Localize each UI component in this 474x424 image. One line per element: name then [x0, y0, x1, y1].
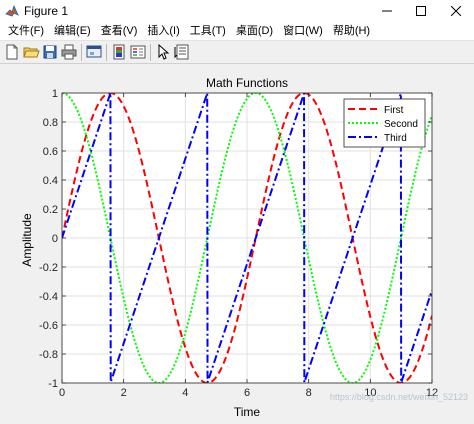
x-tick-label: 10 [364, 387, 376, 399]
minimize-icon [382, 10, 392, 12]
legend-icon [130, 45, 146, 59]
figure-canvas[interactable]: 0 2 4 6 8 10 12 -1 -0.8 -0.6 -0.4 -0.2 0 0.2 0.4 0.6 0.8… [0, 64, 474, 424]
insert-colorbar-button[interactable] [110, 43, 128, 61]
series-third-line[interactable] [62, 93, 432, 383]
y-tick-label: -0.4 [39, 291, 58, 303]
new-figure-button[interactable] [3, 43, 21, 61]
menu-view[interactable]: 查看(V) [100, 25, 138, 37]
y-tick-label: 0.8 [43, 117, 58, 129]
close-button[interactable] [439, 0, 473, 22]
matlab-app-icon [5, 4, 19, 17]
new-figure-icon [6, 44, 18, 60]
menu-tools[interactable]: 工具(T) [189, 25, 226, 37]
link-plot-icon [86, 45, 102, 58]
figure-toolbar [0, 40, 474, 64]
legend-label-third: Third [384, 133, 407, 144]
x-tick-label: 2 [121, 387, 127, 399]
y-tick-label: 1 [52, 88, 58, 100]
print-button[interactable] [60, 43, 78, 61]
menu-edit[interactable]: 编辑(E) [54, 25, 91, 37]
open-file-button[interactable] [22, 43, 40, 61]
legend-label-first: First [384, 105, 404, 116]
menu-insert[interactable]: 插入(I) [147, 25, 180, 37]
save-icon [43, 45, 57, 59]
y-tick-label: -0.6 [39, 320, 58, 332]
y-tick-label: 0.4 [43, 175, 58, 187]
maximize-button[interactable] [404, 0, 438, 22]
y-tick-label: -0.8 [39, 349, 58, 361]
x-tick-label: 8 [306, 387, 312, 399]
close-icon [451, 6, 461, 16]
minimize-button[interactable] [370, 0, 404, 22]
open-file-icon [23, 47, 40, 58]
window-title: Figure 1 [24, 4, 69, 18]
insert-legend-button[interactable] [129, 43, 147, 61]
y-tick-label: 0 [52, 233, 58, 245]
watermark: https://blog.csdn.net/weixin_52123 [330, 392, 468, 402]
maximize-icon [416, 6, 426, 16]
series-second-line[interactable] [62, 93, 432, 383]
menu-desktop[interactable]: 桌面(D) [235, 25, 274, 37]
menu-help[interactable]: 帮助(H) [332, 25, 371, 37]
menu-window[interactable]: 窗口(W) [283, 25, 323, 37]
save-button[interactable] [41, 43, 59, 61]
y-tick-label: 0.6 [43, 146, 58, 158]
menu-bar: 文件(F) 编辑(E) 查看(V) 插入(I) 工具(T) 桌面(D) 窗口(W… [0, 22, 474, 40]
toolbar-separator [150, 44, 151, 61]
legend-label-second: Second [384, 119, 418, 130]
x-tick-label: 12 [426, 387, 438, 399]
edit-plot-arrow-icon [158, 43, 170, 60]
y-axis-label: Amplitude [20, 213, 34, 267]
colorbar-icon [113, 44, 125, 60]
x-tick-label: 6 [244, 387, 250, 399]
series-first-line[interactable] [62, 93, 432, 383]
link-plot-button[interactable] [85, 43, 103, 61]
toolbar-separator [106, 44, 107, 61]
menu-file[interactable]: 文件(F) [8, 25, 45, 37]
title-bar: Figure 1 [0, 0, 474, 22]
print-icon [61, 44, 77, 60]
y-tick-label: 0.2 [43, 204, 58, 216]
chart-title: Math Functions [206, 76, 288, 90]
y-tick-label: -1 [48, 378, 58, 390]
property-inspector-button[interactable] [173, 43, 191, 61]
property-inspector-icon [174, 44, 189, 60]
math-functions-chart[interactable]: 0 2 4 6 8 10 12 -1 -0.8 -0.6 -0.4 -0.2 0 0.2 0.4 0.6 0.8… [0, 64, 474, 424]
x-tick-label: 4 [182, 387, 188, 399]
y-tick-label: -0.2 [39, 262, 58, 274]
toolbar-separator [81, 44, 82, 61]
x-tick-label: 0 [59, 387, 65, 399]
edit-plot-button[interactable] [154, 43, 172, 61]
legend[interactable]: First Second Third [343, 98, 426, 148]
x-axis-label: Time [234, 405, 261, 419]
